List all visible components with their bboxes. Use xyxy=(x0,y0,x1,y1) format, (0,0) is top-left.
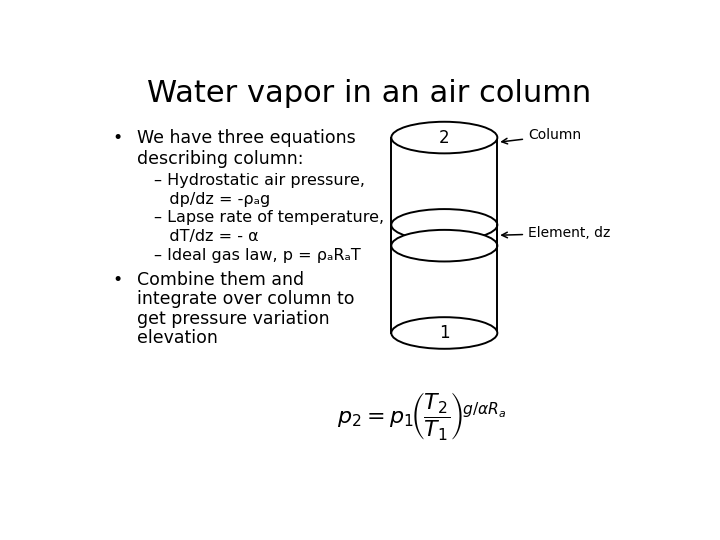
Text: get pressure variation: get pressure variation xyxy=(138,310,330,328)
Ellipse shape xyxy=(392,230,498,261)
Text: describing column:: describing column: xyxy=(138,150,304,168)
Text: 1: 1 xyxy=(439,324,450,342)
Text: •: • xyxy=(112,271,122,288)
Ellipse shape xyxy=(392,317,498,349)
Text: Column: Column xyxy=(502,129,581,144)
Text: – Ideal gas law, p = ρₐRₐT: – Ideal gas law, p = ρₐRₐT xyxy=(154,248,361,263)
Text: Combine them and: Combine them and xyxy=(138,271,305,288)
Text: – Lapse rate of temperature,: – Lapse rate of temperature, xyxy=(154,210,384,225)
Text: dp/dz = -ρₐg: dp/dz = -ρₐg xyxy=(154,192,271,207)
Text: integrate over column to: integrate over column to xyxy=(138,290,355,308)
Text: Water vapor in an air column: Water vapor in an air column xyxy=(147,79,591,109)
Text: We have three equations: We have three equations xyxy=(138,129,356,147)
Text: – Hydrostatic air pressure,: – Hydrostatic air pressure, xyxy=(154,173,365,188)
Text: 2: 2 xyxy=(439,129,450,146)
Text: •: • xyxy=(112,129,122,147)
Text: dT/dz = - α: dT/dz = - α xyxy=(154,229,258,244)
Ellipse shape xyxy=(392,122,498,153)
Text: Element, dz: Element, dz xyxy=(502,226,611,240)
Ellipse shape xyxy=(392,209,498,241)
Text: elevation: elevation xyxy=(138,329,218,347)
Text: $p_2 = p_1\!\left(\dfrac{T_2}{T_1}\right)^{\!g/\alpha R_a}$: $p_2 = p_1\!\left(\dfrac{T_2}{T_1}\right… xyxy=(337,390,507,442)
